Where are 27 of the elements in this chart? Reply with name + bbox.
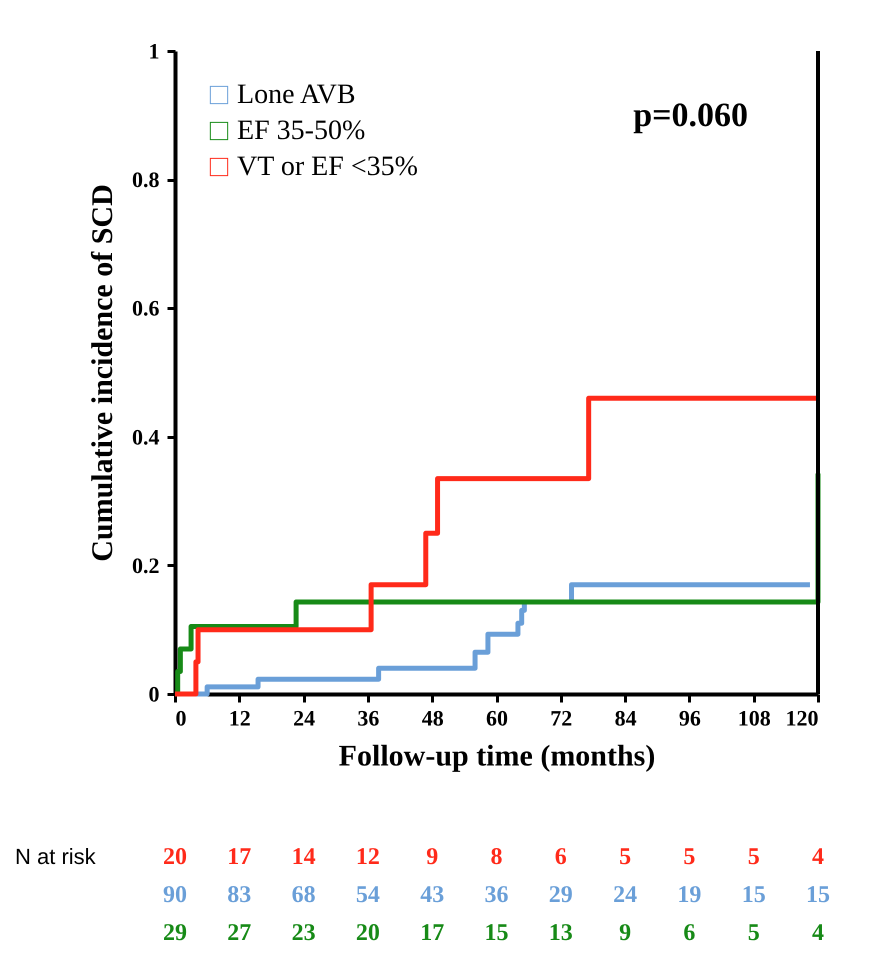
x-tick-label: 120 [786,706,818,730]
text: 29 27 23 20 17 15 13 9 6 5 4 [163,920,824,946]
text: N at risk [15,844,97,869]
legend-label: VT or EF <35% [237,151,418,182]
x-tick-label: 36 [357,706,380,730]
x-axis-title: Follow-up time (months) [338,740,656,772]
y-axis-title: Cumulative incidence of SCD [86,184,119,562]
y-tick-label: 1 [148,38,160,64]
text: 20 17 14 12 9 8 6 5 5 5 4 [163,844,824,870]
legend-label: EF 35-50% [237,115,366,146]
y-tick-label: 0 [148,682,160,706]
x-tick-label: 96 [678,706,701,730]
text: 90 83 68 54 43 36 29 24 19 15 15 [163,882,830,908]
y-tick-label: 0.8 [132,167,160,192]
legend-label: Lone AVB [237,79,356,110]
x-tick-label: 24 [293,706,316,730]
y-tick-label: 0.6 [132,296,160,321]
y-tick-label: 0.4 [132,424,160,450]
x-tick-label: 48 [422,706,444,730]
x-tick-label: 0 [176,706,186,730]
x-tick-label: 60 [486,706,508,730]
x-tick-label: 84 [614,706,637,730]
x-tick-label: 108 [738,706,771,730]
x-tick-label: 12 [228,706,251,730]
annotation: p=0.060 [633,97,748,134]
x-tick-label: 72 [550,706,572,730]
y-tick-label: 0.2 [132,552,160,578]
